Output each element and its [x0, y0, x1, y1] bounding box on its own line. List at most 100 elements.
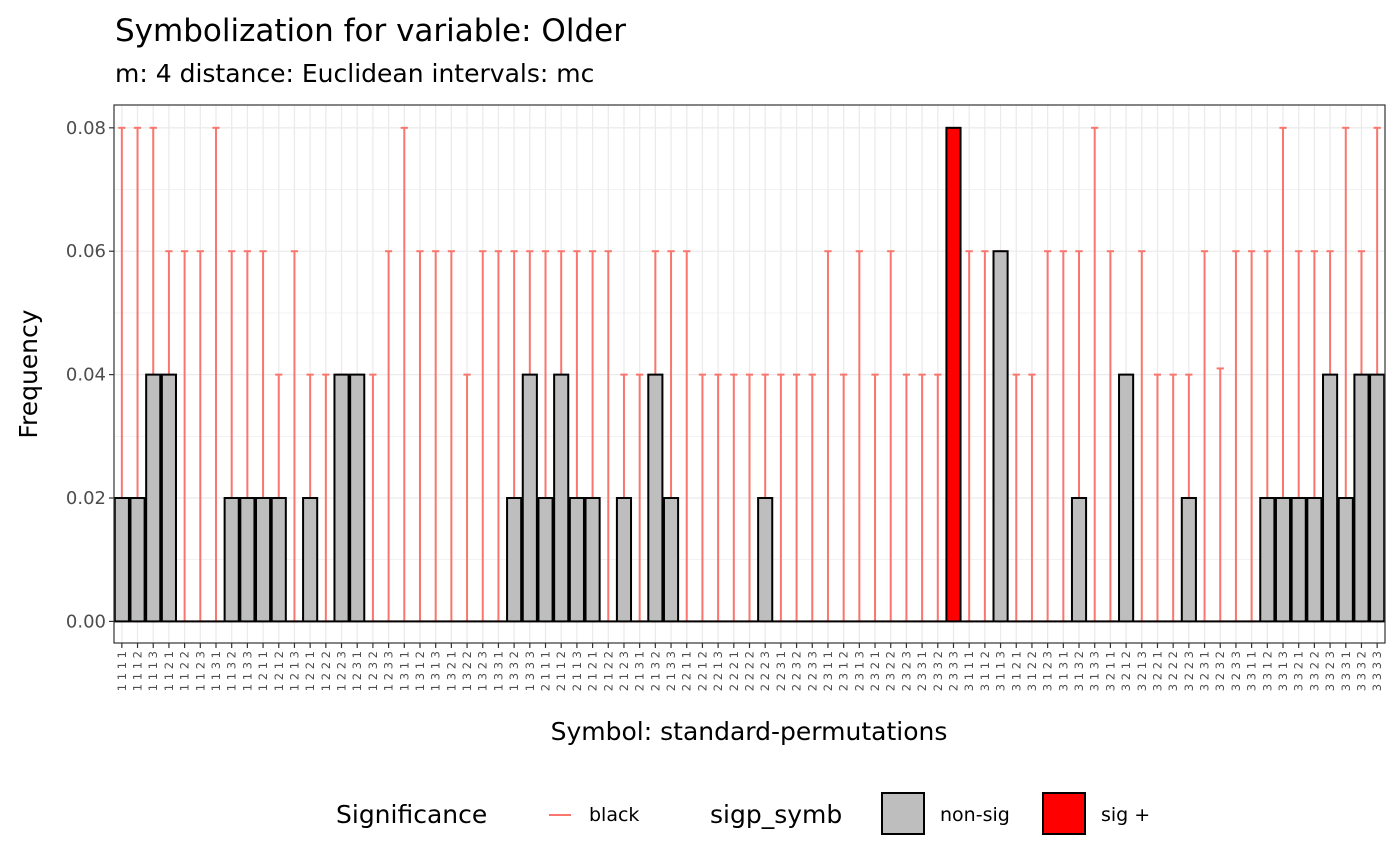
bar — [302, 497, 319, 623]
x-tick-label: 1 1 2 2 — [178, 651, 192, 691]
x-tick-label: 1 1 3 1 — [209, 651, 223, 691]
x-tick-label: 1 1 1 2 — [131, 651, 145, 691]
x-tick-label: 1 1 2 3 — [193, 651, 207, 691]
x-tick-label: 3 1 3 1 — [1056, 651, 1070, 691]
x-tick-label: 3 3 2 2 — [1307, 651, 1321, 691]
x-tick-label: 2 2 1 1 — [680, 651, 694, 691]
x-tick-label: 1 3 3 2 — [507, 651, 521, 691]
x-tick-label: 3 3 3 1 — [1339, 651, 1353, 691]
x-tick-label: 3 2 1 3 — [1135, 651, 1149, 691]
chart-title: Symbolization for variable: Older — [115, 13, 626, 49]
x-tick-label: 3 1 1 2 — [978, 651, 992, 691]
x-tick-label: 2 2 2 1 — [727, 651, 741, 691]
x-tick-label: 1 3 2 2 — [460, 651, 474, 691]
x-tick-label: 1 2 1 2 — [272, 651, 286, 691]
bar — [113, 497, 130, 623]
bar — [537, 497, 554, 623]
x-tick-label: 2 1 2 3 — [617, 651, 631, 691]
x-tick-label: 2 1 1 2 — [554, 651, 568, 691]
x-tick-label: 1 3 1 2 — [413, 651, 427, 691]
x-tick-label: 3 1 2 2 — [1025, 651, 1039, 691]
bar — [1259, 497, 1276, 623]
bar — [255, 497, 272, 623]
x-tick-label: 1 1 1 1 — [115, 651, 129, 691]
x-tick-label: 2 2 1 2 — [695, 651, 709, 691]
bar — [270, 497, 287, 623]
bar — [223, 497, 240, 623]
x-tick-label: 2 2 3 1 — [774, 651, 788, 691]
bars — [113, 126, 1386, 623]
bar — [662, 497, 680, 623]
x-tick-label: 1 3 2 1 — [444, 651, 458, 691]
x-tick-label: 3 3 2 3 — [1323, 651, 1337, 691]
legend-sig-plus-key — [1042, 792, 1086, 835]
x-tick-label: 2 2 3 2 — [790, 651, 804, 691]
x-tick-label: 3 1 1 1 — [962, 651, 976, 691]
x-tick-label: 2 3 1 2 — [837, 651, 851, 691]
x-tick-label: 1 2 3 1 — [350, 651, 364, 691]
legend-significance-label: black — [589, 804, 639, 826]
x-tick-label: 1 3 3 1 — [491, 651, 505, 691]
x-tick-label: 2 3 1 1 — [821, 651, 835, 691]
y-tick-label: 0.08 — [66, 118, 106, 139]
chart-subtitle: m: 4 distance: Euclidean intervals: mc — [115, 59, 594, 88]
bar — [584, 497, 601, 623]
x-tick-label: 1 2 2 1 — [303, 651, 317, 691]
x-tick-label: 1 2 2 2 — [319, 651, 333, 691]
x-tick-label: 3 2 1 1 — [1103, 651, 1117, 691]
x-tick-label: 2 3 3 1 — [915, 651, 929, 691]
x-tick-label: 3 3 1 1 — [1245, 651, 1259, 691]
bar — [945, 126, 962, 623]
bar — [553, 373, 570, 623]
y-axis-label: Frequency — [14, 309, 43, 438]
x-tick-label: 1 2 2 3 — [335, 651, 349, 691]
bar — [757, 497, 774, 623]
x-axis-label: Symbol: standard-permutations — [551, 717, 948, 746]
x-tick-label: 1 1 2 1 — [162, 651, 176, 691]
x-tick-label: 3 2 2 3 — [1182, 651, 1196, 691]
legend-non-sig-key — [881, 792, 925, 835]
x-tick-label: 3 3 3 3 — [1370, 651, 1384, 691]
bar — [239, 497, 256, 623]
bar — [1290, 497, 1307, 623]
x-tick-label: 3 3 3 2 — [1354, 651, 1368, 691]
x-tick-label: 3 1 2 3 — [1041, 651, 1055, 691]
legend: Significance black sigp_symb non-sig sig… — [336, 792, 1150, 835]
bar — [145, 373, 162, 623]
bar — [992, 250, 1009, 623]
bar — [333, 373, 350, 623]
bar — [521, 373, 538, 623]
bar — [1274, 497, 1292, 623]
y-tick-label: 0.02 — [66, 488, 106, 509]
x-tick-label: 2 1 1 1 — [539, 651, 553, 691]
bar — [349, 373, 366, 623]
bar — [129, 497, 146, 623]
legend-sig-plus-label: sig + — [1101, 804, 1150, 826]
x-tick-label: 3 1 2 1 — [1009, 651, 1023, 691]
x-tick-label: 1 1 1 3 — [146, 651, 160, 691]
x-tick-label: 2 1 2 2 — [601, 651, 615, 691]
x-tick-label: 2 3 3 2 — [931, 651, 945, 691]
legend-non-sig-label: non-sig — [940, 804, 1010, 826]
x-tick-label: 3 1 3 3 — [1088, 651, 1102, 691]
x-tick-label: 2 3 2 3 — [899, 651, 913, 691]
x-tick-label: 2 2 3 3 — [805, 651, 819, 691]
x-tick-label: 1 3 1 3 — [429, 651, 443, 691]
x-tick-label: 1 1 3 2 — [225, 651, 239, 691]
x-tick-label: 3 3 2 1 — [1292, 651, 1306, 691]
bar — [1322, 373, 1339, 623]
bar — [568, 497, 585, 623]
x-tick-label: 3 2 3 2 — [1213, 651, 1227, 691]
bar — [1353, 373, 1370, 623]
x-tick-label: 1 3 2 3 — [476, 651, 490, 691]
x-tick-label: 2 1 1 3 — [570, 651, 584, 691]
x-tick-label: 2 1 3 2 — [648, 651, 662, 691]
x-tick-label: 2 3 1 3 — [852, 651, 866, 691]
x-tick-label: 1 2 3 2 — [366, 651, 380, 691]
x-tick-label: 1 2 1 1 — [256, 651, 270, 691]
bar — [1118, 373, 1135, 623]
bar — [506, 497, 523, 623]
y-tick-label: 0.04 — [66, 365, 106, 386]
